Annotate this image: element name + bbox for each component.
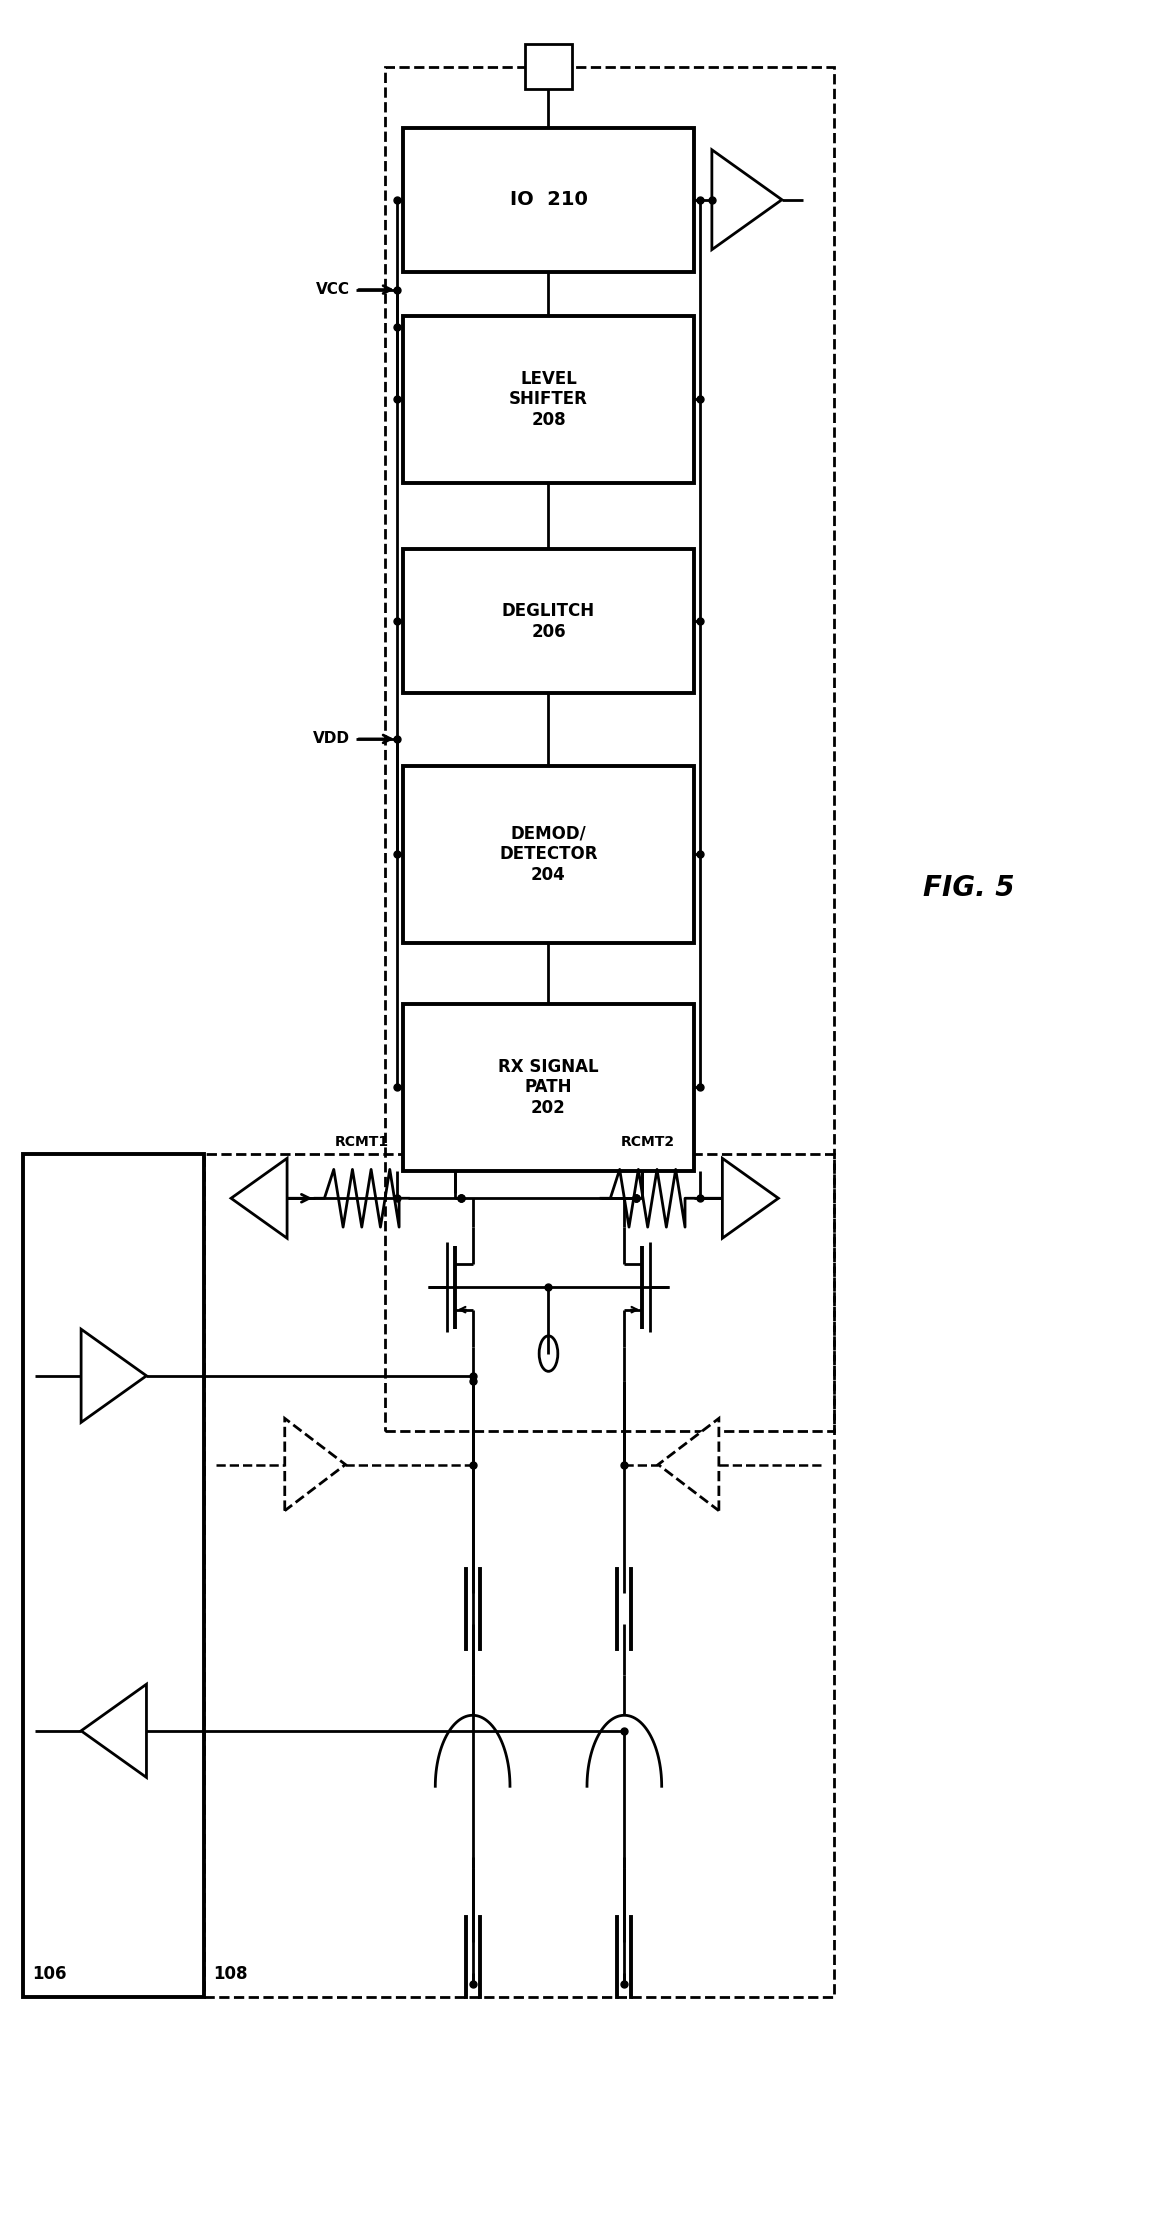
Text: RCMT2: RCMT2	[621, 1136, 675, 1149]
Text: 108: 108	[214, 1966, 249, 1984]
Text: RCMT1: RCMT1	[335, 1136, 389, 1149]
Bar	[204, 1154, 834, 1997]
Text: 106: 106	[33, 1966, 68, 1984]
Polygon shape	[82, 1684, 147, 1777]
Bar	[385, 67, 834, 1431]
Bar	[403, 550, 694, 692]
Bar	[525, 44, 572, 89]
Bar	[23, 1154, 204, 1997]
Text: LEVEL
SHIFTER
208: LEVEL SHIFTER 208	[509, 371, 588, 428]
Polygon shape	[82, 1329, 147, 1422]
Polygon shape	[712, 149, 782, 249]
Polygon shape	[722, 1158, 778, 1238]
Text: IO  210: IO 210	[510, 191, 587, 209]
Text: DEMOD/
DETECTOR
204: DEMOD/ DETECTOR 204	[499, 825, 598, 883]
Bar	[403, 766, 694, 943]
Text: FIG. 5: FIG. 5	[923, 874, 1014, 901]
Polygon shape	[231, 1158, 287, 1238]
Bar	[403, 317, 694, 484]
Text: DEGLITCH
206: DEGLITCH 206	[502, 601, 595, 641]
Text: VCC: VCC	[316, 282, 350, 297]
Polygon shape	[285, 1418, 345, 1511]
Bar	[403, 1003, 694, 1172]
Bar	[403, 129, 694, 271]
Polygon shape	[658, 1418, 719, 1511]
Text: VDD: VDD	[313, 732, 350, 746]
Text: RX SIGNAL
PATH
202: RX SIGNAL PATH 202	[498, 1058, 599, 1116]
